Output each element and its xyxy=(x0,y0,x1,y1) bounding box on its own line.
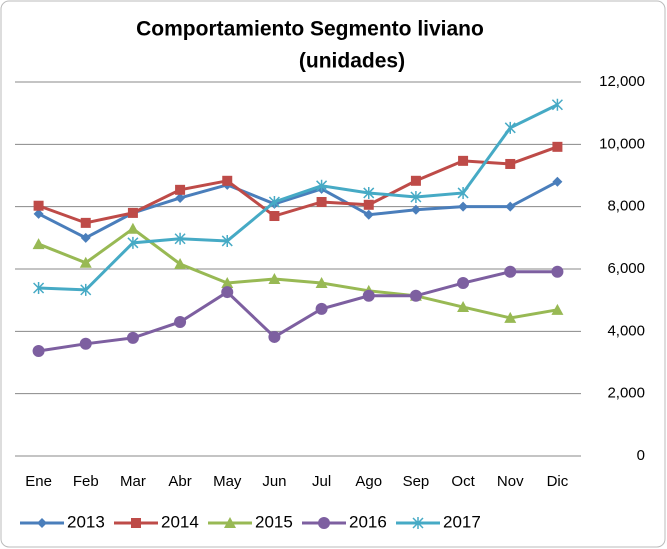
series-line xyxy=(38,270,558,353)
legend-label: 2015 xyxy=(255,512,293,531)
x-tick-label: Mar xyxy=(120,473,146,490)
marker xyxy=(504,265,517,278)
marker xyxy=(126,331,139,344)
marker xyxy=(268,272,281,284)
marker xyxy=(174,258,187,270)
legend-label: 2017 xyxy=(443,512,481,531)
x-tick-label: May xyxy=(213,473,242,490)
marker xyxy=(79,256,92,268)
marker xyxy=(33,208,44,219)
marker xyxy=(80,283,92,296)
marker xyxy=(551,265,564,278)
y-tick-label: 10,000 xyxy=(599,135,645,152)
y-tick-label: 8,000 xyxy=(607,198,645,215)
marker xyxy=(504,121,516,134)
marker xyxy=(457,301,470,313)
marker xyxy=(32,238,45,250)
marker xyxy=(33,282,45,295)
marker xyxy=(174,315,187,328)
legend-marker xyxy=(131,518,141,528)
legend-marker xyxy=(318,517,330,529)
marker xyxy=(362,289,375,302)
legend-label: 2013 xyxy=(67,512,105,531)
x-tick-label: Oct xyxy=(451,473,475,490)
legend-label: 2014 xyxy=(161,512,199,531)
y-tick-label: 4,000 xyxy=(607,322,645,339)
marker xyxy=(268,330,281,343)
marker xyxy=(363,186,375,199)
marker xyxy=(457,186,469,199)
y-tick-label: 12,000 xyxy=(599,73,645,90)
y-tick-label: 0 xyxy=(637,447,645,464)
marker xyxy=(409,289,422,302)
legend-label: 2016 xyxy=(349,512,387,531)
marker xyxy=(316,179,328,192)
marker xyxy=(410,204,421,215)
marker xyxy=(174,232,186,245)
marker xyxy=(505,158,516,169)
series-line xyxy=(38,226,558,320)
x-tick-label: Nov xyxy=(497,473,524,490)
y-tick-label: 2,000 xyxy=(607,385,645,402)
marker xyxy=(458,201,469,212)
marker xyxy=(457,277,470,290)
chart-title: Comportamiento Segmento liviano xyxy=(136,18,484,41)
marker xyxy=(127,207,138,218)
marker xyxy=(315,302,328,315)
marker xyxy=(80,217,91,228)
x-tick-label: Dic xyxy=(547,473,569,490)
marker xyxy=(80,232,91,243)
x-tick-label: Jul xyxy=(312,473,331,490)
x-tick-label: Abr xyxy=(168,473,191,490)
legend-marker xyxy=(412,517,424,529)
marker xyxy=(221,234,233,247)
marker xyxy=(552,176,563,187)
marker xyxy=(315,277,328,289)
marker xyxy=(504,311,517,323)
marker xyxy=(551,303,564,315)
series-line xyxy=(38,145,558,225)
marker xyxy=(552,141,563,152)
marker xyxy=(79,337,92,350)
marker xyxy=(175,184,186,195)
marker xyxy=(363,199,374,210)
marker xyxy=(33,200,44,211)
marker xyxy=(363,209,374,220)
legend-marker xyxy=(224,517,236,528)
marker xyxy=(221,277,234,289)
marker xyxy=(458,155,469,166)
legend-marker xyxy=(37,518,47,528)
marker xyxy=(316,196,327,207)
marker xyxy=(222,175,233,186)
marker xyxy=(551,98,563,111)
marker xyxy=(505,201,516,212)
marker xyxy=(410,175,421,186)
x-tick-label: Feb xyxy=(73,473,99,490)
marker xyxy=(126,222,139,234)
series-line xyxy=(38,103,559,292)
marker xyxy=(221,286,234,299)
marker xyxy=(410,191,422,204)
marker xyxy=(175,192,186,203)
series-line xyxy=(37,180,559,240)
x-tick-label: Jun xyxy=(262,473,286,490)
marker xyxy=(268,195,280,208)
x-tick-label: Sep xyxy=(403,473,430,490)
marker xyxy=(127,236,139,249)
chart-title: (unidades) xyxy=(299,50,405,73)
marker xyxy=(269,211,280,222)
x-tick-label: Ene xyxy=(25,473,52,490)
x-tick-label: Ago xyxy=(355,473,382,490)
marker xyxy=(32,344,45,357)
y-tick-label: 6,000 xyxy=(607,260,645,277)
